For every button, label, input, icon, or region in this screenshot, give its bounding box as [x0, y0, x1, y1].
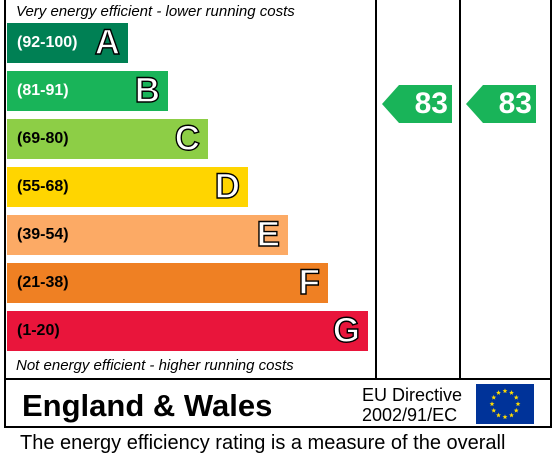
- band-c: (69-80) C: [7, 118, 208, 159]
- band-range-label: (92-100): [17, 34, 78, 51]
- band-letter: E: [256, 214, 281, 254]
- eu-directive-line1: EU Directive: [362, 385, 463, 405]
- bottom-caption: Not energy efficient - higher running co…: [16, 357, 294, 374]
- current-rating-arrow: 83: [382, 85, 452, 123]
- band-letter: A: [94, 22, 121, 62]
- eu-star: [502, 388, 508, 394]
- band-range-label: (69-80): [17, 130, 69, 147]
- potential-rating-value: 83: [498, 87, 532, 120]
- current-rating-arrow-shape: [382, 85, 452, 123]
- band-letter: F: [298, 262, 321, 302]
- band-letter: G: [332, 310, 361, 350]
- footer-divider: [4, 378, 552, 380]
- band-letter: D: [214, 166, 241, 206]
- column-divider-potential: [459, 0, 461, 380]
- eu-star: [491, 407, 497, 413]
- top-caption: Very energy efficient - lower running co…: [16, 3, 295, 20]
- eu-star: [509, 412, 514, 418]
- band-range-label: (39-54): [17, 226, 69, 243]
- eu-star: [502, 414, 508, 420]
- current-rating-value: 83: [414, 87, 448, 120]
- column-divider-current: [375, 0, 377, 380]
- band-g: (1-20) G: [7, 310, 368, 351]
- band-letter: B: [134, 70, 161, 110]
- chart-frame: [4, 0, 552, 428]
- eu-star: [509, 390, 514, 395]
- band-range-label: (1-20): [17, 322, 60, 339]
- eu-flag: [476, 384, 534, 424]
- band-range-label: (21-38): [17, 274, 69, 291]
- eu-star: [496, 390, 501, 395]
- eu-star: [515, 401, 521, 407]
- potential-rating-arrow: 83: [466, 85, 536, 123]
- band-b: (81-91) B: [7, 70, 168, 111]
- eu-star: [513, 394, 519, 400]
- band-range-label: (81-91): [17, 82, 69, 99]
- eu-star: [491, 394, 497, 400]
- eu-directive-line2: 2002/91/EC: [362, 405, 458, 425]
- band-range-label: (55-68): [17, 178, 69, 195]
- eu-star: [489, 401, 495, 407]
- potential-rating-arrow-shape: [466, 85, 536, 123]
- eu-star: [496, 412, 501, 418]
- eu-star: [513, 407, 519, 413]
- band-e: (39-54) E: [7, 214, 288, 255]
- band-letter: C: [174, 118, 201, 158]
- country-label: England & Wales: [22, 388, 273, 423]
- band-a: (92-100) A: [7, 22, 128, 63]
- band-f: (21-38) F: [7, 262, 328, 303]
- eu-flag-stars: [489, 388, 521, 420]
- band-d: (55-68) D: [7, 166, 248, 207]
